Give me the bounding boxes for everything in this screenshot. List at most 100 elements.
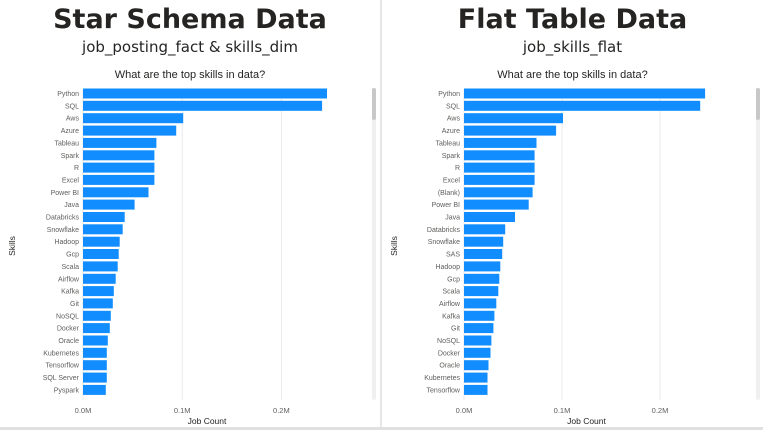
bar[interactable] bbox=[464, 150, 535, 161]
bar[interactable] bbox=[83, 249, 119, 259]
bar[interactable] bbox=[83, 174, 155, 185]
x-tick-label: 0.2M bbox=[273, 406, 290, 415]
y-tick-label: Excel bbox=[443, 177, 461, 184]
x-tick-label: 0.1M bbox=[554, 406, 571, 415]
panel-title: Star Schema Data bbox=[53, 4, 327, 35]
y-tick-label: Airflow bbox=[58, 276, 80, 283]
bar[interactable] bbox=[83, 347, 107, 358]
bar[interactable] bbox=[83, 384, 106, 395]
bar[interactable] bbox=[464, 347, 491, 358]
bar[interactable] bbox=[464, 88, 706, 99]
y-tick-label: Git bbox=[70, 301, 79, 308]
y-tick-label: Java bbox=[445, 215, 460, 222]
bar[interactable] bbox=[464, 113, 563, 124]
y-tick-label: Gcp bbox=[447, 276, 460, 283]
bar[interactable] bbox=[83, 224, 123, 235]
bar[interactable] bbox=[464, 273, 500, 284]
y-tick-label: Kubernetes bbox=[43, 350, 79, 357]
bar[interactable] bbox=[464, 249, 503, 259]
bar[interactable] bbox=[464, 224, 506, 235]
bar[interactable] bbox=[83, 298, 113, 309]
y-tick-label: Kubernetes bbox=[424, 375, 460, 382]
y-tick-label: Hadoop bbox=[435, 264, 460, 271]
y-tick-label: Aws bbox=[66, 116, 80, 123]
bar[interactable] bbox=[464, 310, 495, 321]
x-tick-label: 0.0M bbox=[456, 406, 473, 415]
y-tick-label: Tableau bbox=[54, 140, 79, 147]
y-tick-label: Hadoop bbox=[54, 239, 79, 246]
chart-title: What are the top skills in data? bbox=[497, 69, 648, 81]
y-tick-label: Databricks bbox=[46, 215, 80, 222]
y-tick-label: Git bbox=[451, 326, 460, 333]
bar[interactable] bbox=[83, 261, 118, 272]
y-tick-label: SQL bbox=[65, 103, 79, 110]
bar[interactable] bbox=[83, 273, 116, 284]
bar[interactable] bbox=[464, 323, 494, 334]
y-tick-label: Snowflake bbox=[428, 239, 460, 246]
y-tick-label: Tableau bbox=[435, 140, 460, 147]
panel-subtitle: job_skills_flat bbox=[522, 38, 623, 56]
bar[interactable] bbox=[464, 100, 701, 111]
bar[interactable] bbox=[83, 150, 155, 161]
y-tick-label: Pyspark bbox=[54, 387, 80, 394]
y-tick-label: Java bbox=[64, 202, 79, 209]
bar[interactable] bbox=[83, 236, 120, 247]
bar[interactable] bbox=[83, 310, 111, 321]
y-tick-label: SAS bbox=[446, 252, 460, 259]
y-tick-label: Azure bbox=[442, 128, 460, 135]
chart-scrollbar[interactable] bbox=[372, 88, 376, 400]
scrollbar-thumb[interactable] bbox=[756, 88, 760, 120]
chart-scrollbar[interactable] bbox=[756, 88, 760, 400]
bar[interactable] bbox=[464, 187, 533, 198]
bar[interactable] bbox=[83, 137, 157, 148]
y-tick-label: (Blank) bbox=[438, 190, 460, 197]
bar[interactable] bbox=[83, 212, 125, 222]
bar[interactable] bbox=[83, 335, 108, 346]
bar[interactable] bbox=[83, 100, 323, 111]
skills-bar-chart[interactable]: 0.0M 0.1M 0.2M Python SQL Aws Azure Tableau Spar… bbox=[0, 0, 380, 430]
y-tick-label: Spark bbox=[442, 153, 461, 160]
bar[interactable] bbox=[83, 113, 184, 124]
chart-title: What are the top skills in data? bbox=[114, 69, 266, 81]
bar[interactable] bbox=[464, 212, 515, 222]
bar[interactable] bbox=[83, 162, 155, 173]
panel-divider bbox=[380, 0, 382, 430]
y-tick-label: Snowflake bbox=[47, 227, 79, 234]
bar[interactable] bbox=[464, 162, 535, 173]
bar[interactable] bbox=[464, 372, 488, 383]
bar[interactable] bbox=[464, 261, 501, 272]
bar[interactable] bbox=[83, 286, 114, 297]
bar[interactable] bbox=[464, 137, 537, 148]
bar[interactable] bbox=[464, 125, 557, 136]
bar[interactable] bbox=[464, 174, 535, 185]
bar[interactable] bbox=[83, 199, 135, 210]
y-tick-label: R bbox=[455, 165, 460, 172]
bar[interactable] bbox=[464, 286, 499, 297]
y-tick-label: Power BI bbox=[432, 202, 460, 209]
bar[interactable] bbox=[464, 199, 529, 210]
y-tick-label: Docker bbox=[438, 350, 461, 357]
bar[interactable] bbox=[83, 125, 177, 136]
y-tick-label: Python bbox=[57, 91, 79, 98]
bar[interactable] bbox=[464, 384, 488, 395]
bar[interactable] bbox=[83, 323, 110, 334]
y-tick-label: Scala bbox=[442, 289, 460, 296]
x-tick-label: 0.0M bbox=[75, 406, 92, 415]
scrollbar-thumb[interactable] bbox=[372, 88, 376, 120]
skills-bar-chart[interactable]: 0.0M 0.1M 0.2M Python SQL Aws Azure Tableau Spar… bbox=[382, 0, 763, 430]
bar[interactable] bbox=[83, 187, 149, 198]
y-tick-label: R bbox=[74, 165, 79, 172]
bar[interactable] bbox=[83, 88, 327, 99]
bar[interactable] bbox=[464, 298, 497, 309]
y-tick-label: Oracle bbox=[439, 363, 460, 370]
y-tick-label: Gcp bbox=[66, 252, 79, 259]
bar[interactable] bbox=[464, 236, 504, 247]
x-axis-title: Job Count bbox=[567, 416, 606, 426]
bar[interactable] bbox=[464, 360, 489, 371]
bar[interactable] bbox=[464, 335, 492, 346]
x-axis-title: Job Count bbox=[188, 416, 227, 426]
bar[interactable] bbox=[83, 360, 107, 371]
x-tick-label: 0.2M bbox=[652, 406, 669, 415]
bar[interactable] bbox=[83, 372, 107, 383]
y-tick-label: NoSQL bbox=[56, 313, 79, 320]
